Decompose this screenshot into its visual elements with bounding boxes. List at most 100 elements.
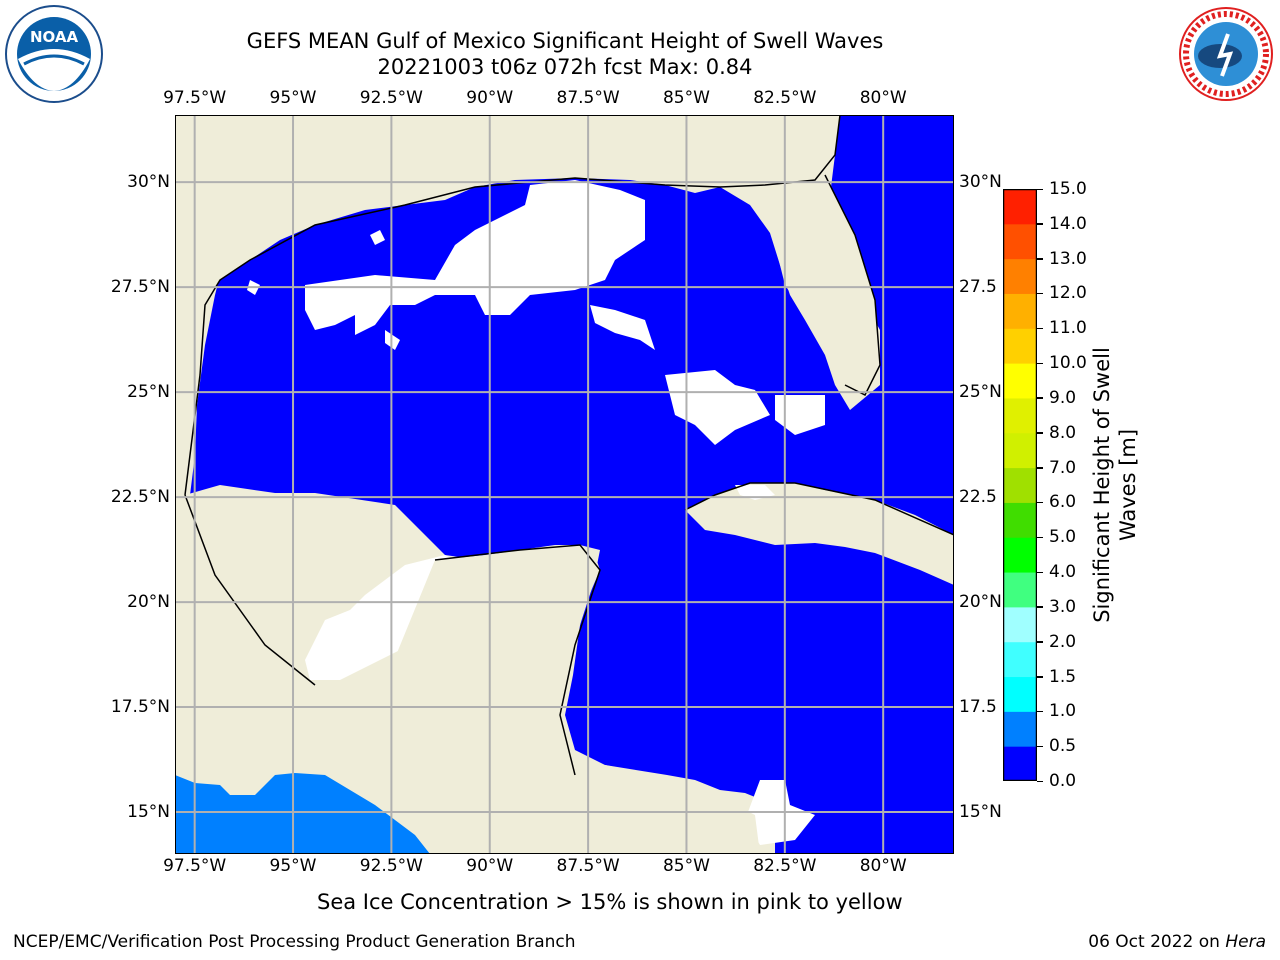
noaa-logo: NOAA: [5, 5, 103, 103]
lon-tick-label-bot: 97.5°W: [163, 856, 227, 876]
lon-tick-label-top: 85°W: [662, 88, 710, 108]
lon-tick-label-top: 87.5°W: [556, 88, 620, 108]
on-text: on: [1193, 932, 1226, 952]
colorbar-bin: [1003, 502, 1037, 538]
colorbar-bin: [1003, 572, 1037, 608]
colorbar-tick-mark: [1037, 710, 1043, 713]
colorbar-tick-mark: [1037, 676, 1043, 678]
lon-tick-label-bot: 92.5°W: [359, 856, 423, 876]
colorbar-tick-mark: [1037, 432, 1043, 434]
lat-tick-label-right: 27.5: [959, 277, 997, 298]
colorbar-tick-mark: [1037, 571, 1043, 574]
lat-tick-label-right: 25°N: [959, 382, 1002, 403]
colorbar-bin: [1003, 606, 1037, 643]
lon-tick-label-bot: 82.5°W: [753, 856, 817, 876]
colorbar-bin: [1003, 293, 1037, 329]
lat-tick-label-right: 20°N: [959, 592, 1002, 613]
colorbar-tick-mark: [1037, 258, 1043, 260]
colorbar-tick-mark: [1037, 501, 1043, 504]
map-gridlines: [175, 115, 954, 854]
colorbar-bin: [1003, 467, 1037, 503]
colorbar-tick-mark: [1037, 780, 1043, 782]
lat-tick-label-left: 22.5°N: [110, 487, 170, 508]
colorbar-tick-label: 0.5: [1049, 736, 1077, 757]
colorbar-tick-mark: [1037, 397, 1043, 399]
colorbar-tick-label: 8.0: [1049, 422, 1077, 443]
nws-logo: [1179, 7, 1273, 101]
cuba-island: [685, 483, 954, 585]
chart-title: GEFS MEAN Gulf of Mexico Significant Hei…: [246, 29, 884, 53]
date-stamp: 06 Oct 2022 on Hera: [1088, 932, 1266, 952]
lat-tick-label-left: 17.5°N: [110, 697, 170, 718]
colorbar-tick-label: 15.0: [1049, 179, 1087, 199]
lat-tick-label-left: 15°N: [127, 802, 170, 822]
colorbar-tick-label: 14.0: [1049, 213, 1087, 234]
mexico-gulf-coast-land: [175, 115, 240, 495]
colorbar-tick-label: 6.0: [1049, 492, 1077, 513]
colorbar-tick-label: 11.0: [1049, 318, 1087, 339]
colorbar-tick-label: 2.0: [1049, 631, 1077, 652]
colorbar-tick-label: 4.0: [1049, 562, 1077, 583]
colorbar-bin: [1003, 189, 1037, 225]
lat-tick-label-left: 30°N: [127, 172, 170, 193]
colorbar-bin: [1003, 258, 1037, 294]
lon-tick-label-bot: 85°W: [662, 856, 710, 876]
colorbar-tick-mark: [1037, 745, 1043, 748]
lon-tick-label-top: 95°W: [269, 88, 317, 108]
pacific-low-swell: [175, 773, 430, 854]
sea-ice-note: Sea Ice Concentration > 15% is shown in …: [317, 890, 903, 914]
chart-subtitle: 20221003 t06z 072h fcst Max: 0.84: [377, 55, 753, 79]
lon-tick-label-bot: 80°W: [859, 856, 907, 876]
colorbar-tick-mark: [1037, 292, 1043, 295]
colorbar-label-line1: Significant Height of Swell: [1090, 347, 1114, 623]
lat-tick-label-left: 27.5°N: [110, 277, 170, 298]
colorbar-bin: [1003, 328, 1037, 364]
colorbar-bin: [1003, 676, 1037, 712]
lat-tick-label-right: 15°N: [959, 802, 1002, 822]
colorbar-bin: [1003, 397, 1037, 434]
lon-tick-label-top: 97.5°W: [163, 88, 227, 108]
colorbar-label-line2: Waves [m]: [1116, 428, 1140, 542]
colorbar-bin: [1003, 223, 1037, 260]
colorbar-tick-label: 1.5: [1049, 666, 1077, 687]
lat-tick-label-right: 22.5: [959, 487, 997, 508]
colorbar-tick-mark: [1037, 467, 1043, 469]
colorbar-tick-mark: [1037, 536, 1043, 539]
colorbar-tick-label: 9.0: [1049, 387, 1077, 408]
colorbar-bin: [1003, 746, 1037, 781]
colorbar-tick-mark: [1037, 641, 1043, 643]
colorbar-bin: [1003, 711, 1037, 747]
colorbar-label: Significant Height of Swell Waves [m]: [1089, 347, 1141, 623]
lon-tick-label-top: 82.5°W: [753, 88, 817, 108]
date-text: 06 Oct 2022: [1088, 932, 1194, 952]
lon-tick-label-top: 90°W: [466, 88, 514, 108]
lon-tick-label-bot: 90°W: [466, 856, 514, 876]
lon-tick-label-top: 92.5°W: [359, 88, 423, 108]
lon-tick-label-top: 80°W: [859, 88, 907, 108]
colorbar-tick-mark: [1037, 188, 1043, 190]
colorbar: [1003, 189, 1037, 781]
colorbar-tick-mark: [1037, 327, 1043, 330]
colorbar-tick-label: 7.0: [1049, 457, 1077, 478]
colorbar-tick-label: 12.0: [1049, 283, 1087, 304]
colorbar-tick-label: 10.0: [1049, 353, 1087, 374]
florida-peninsula: [765, 115, 880, 395]
colorbar-tick-label: 1.0: [1049, 701, 1077, 722]
colorbar-frame: [1003, 189, 1037, 781]
lat-tick-label-right: 17.5: [959, 697, 997, 718]
colorbar-tick-mark: [1037, 223, 1043, 225]
credit-text: NCEP/EMC/Verification Post Processing Pr…: [13, 932, 576, 952]
lat-tick-label-left: 25°N: [127, 382, 170, 403]
lat-tick-label-left: 20°N: [127, 592, 170, 613]
colorbar-tick-mark: [1037, 606, 1043, 608]
colorbar-bin: [1003, 363, 1037, 399]
map-panel: [175, 115, 954, 854]
lat-tick-label-right: 30°N: [959, 172, 1002, 193]
lon-tick-label-bot: 87.5°W: [556, 856, 620, 876]
colorbar-tick-label: 3.0: [1049, 596, 1077, 617]
colorbar-bin: [1003, 432, 1037, 469]
lon-tick-label-bot: 95°W: [269, 856, 317, 876]
colorbar-tick-label: 13.0: [1049, 248, 1087, 269]
noaa-logo-text: NOAA: [30, 28, 79, 46]
colorbar-bin: [1003, 537, 1037, 573]
